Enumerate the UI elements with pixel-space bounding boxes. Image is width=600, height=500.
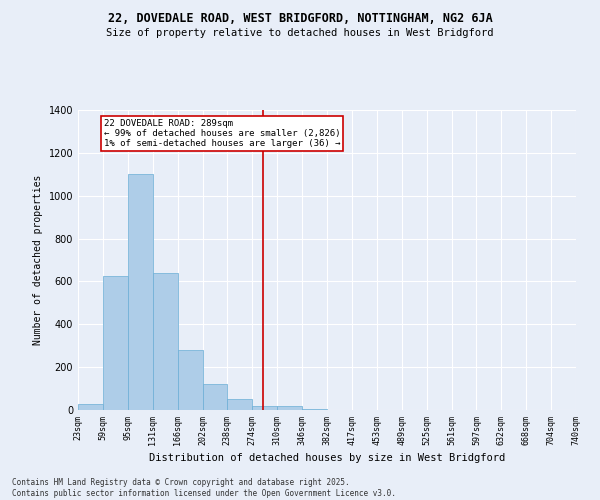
Bar xyxy=(277,406,302,410)
Bar xyxy=(152,273,178,410)
Bar xyxy=(178,350,203,410)
Y-axis label: Number of detached properties: Number of detached properties xyxy=(33,175,43,345)
Bar xyxy=(203,384,227,410)
Bar xyxy=(103,276,128,410)
Bar xyxy=(78,404,103,410)
Bar xyxy=(253,406,277,410)
Bar xyxy=(227,400,253,410)
Text: 22 DOVEDALE ROAD: 289sqm
← 99% of detached houses are smaller (2,826)
1% of semi: 22 DOVEDALE ROAD: 289sqm ← 99% of detach… xyxy=(104,118,341,148)
X-axis label: Distribution of detached houses by size in West Bridgford: Distribution of detached houses by size … xyxy=(149,453,505,463)
Bar xyxy=(128,174,153,410)
Text: 22, DOVEDALE ROAD, WEST BRIDGFORD, NOTTINGHAM, NG2 6JA: 22, DOVEDALE ROAD, WEST BRIDGFORD, NOTTI… xyxy=(107,12,493,26)
Text: Size of property relative to detached houses in West Bridgford: Size of property relative to detached ho… xyxy=(106,28,494,38)
Text: Contains HM Land Registry data © Crown copyright and database right 2025.
Contai: Contains HM Land Registry data © Crown c… xyxy=(12,478,396,498)
Bar xyxy=(302,409,327,410)
